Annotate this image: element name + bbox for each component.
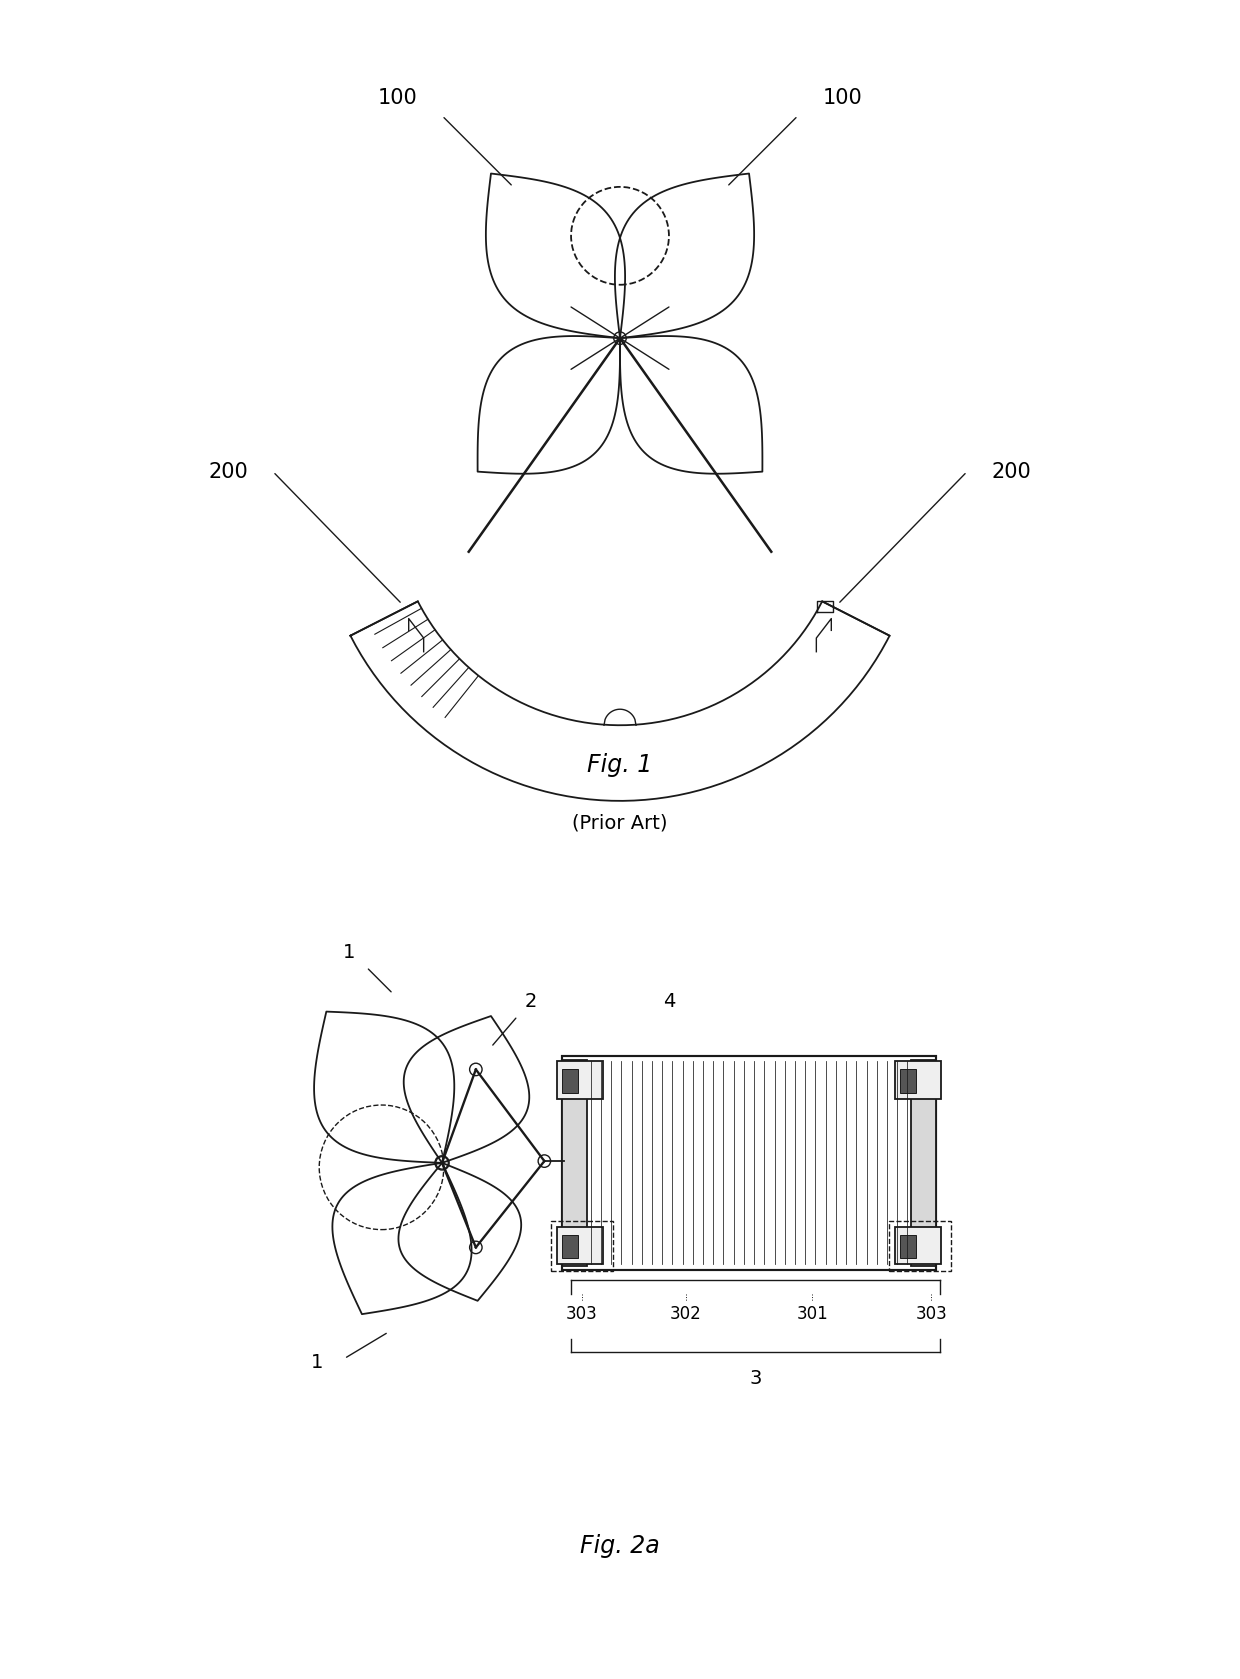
Text: 100: 100 [822, 87, 862, 107]
Bar [551, 1221, 613, 1271]
Bar [895, 1061, 941, 1098]
Bar [889, 1221, 951, 1271]
Text: 303: 303 [565, 1305, 598, 1323]
Bar [895, 1227, 941, 1264]
Bar [900, 1236, 916, 1258]
Text: 4: 4 [662, 992, 675, 1011]
Bar [562, 1070, 578, 1093]
Text: 200: 200 [208, 462, 248, 482]
Text: 3: 3 [749, 1368, 761, 1387]
Text: 303: 303 [915, 1305, 947, 1323]
Text: 100: 100 [378, 87, 418, 107]
Text: 301: 301 [796, 1305, 828, 1323]
Text: Fig. 1: Fig. 1 [588, 754, 652, 777]
Bar [900, 1070, 916, 1093]
Bar [557, 1061, 603, 1098]
Bar [557, 1227, 603, 1264]
Bar [562, 1059, 587, 1266]
Text: 1: 1 [311, 1353, 324, 1372]
Bar [562, 1056, 936, 1269]
Text: 302: 302 [670, 1305, 702, 1323]
Text: Fig. 2a: Fig. 2a [580, 1533, 660, 1558]
Text: 1: 1 [342, 944, 355, 962]
Bar [562, 1236, 578, 1258]
Text: (Prior Art): (Prior Art) [572, 814, 668, 833]
Text: 200: 200 [992, 462, 1032, 482]
Bar [911, 1059, 936, 1266]
Text: 2: 2 [525, 992, 537, 1011]
